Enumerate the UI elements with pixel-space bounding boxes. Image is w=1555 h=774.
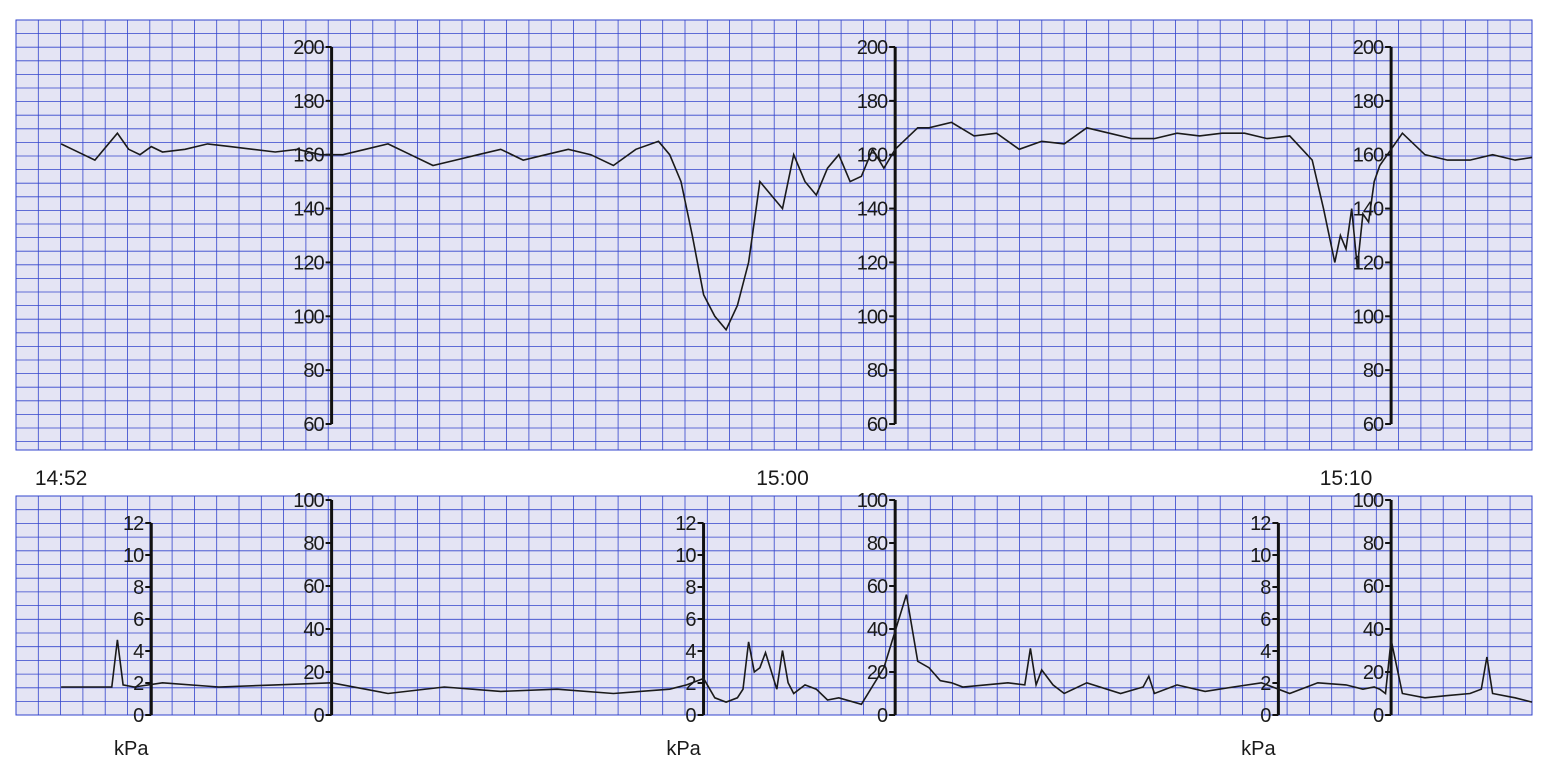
kpa-tick-label: 0 xyxy=(133,705,144,727)
fhr-trace-line xyxy=(60,121,1533,332)
uc-tick-label: 80 xyxy=(303,533,324,555)
time-label: 14:52 xyxy=(35,467,88,490)
uc-tick-label: 0 xyxy=(313,705,324,727)
uc-panel: 121086420kPa100806040200121086420kPa1008… xyxy=(15,490,1533,760)
uc-tick-label: 100 xyxy=(293,490,324,512)
kpa-tick-label: 4 xyxy=(1260,641,1271,663)
uc-tick-label: 80 xyxy=(867,533,888,555)
kpa-tick-label: 10 xyxy=(123,545,144,567)
fhr-tick-label: 160 xyxy=(857,145,888,167)
uc-tick-label: 60 xyxy=(303,576,324,598)
fhr-tick-label: 60 xyxy=(303,414,324,436)
fhr-tick-label: 60 xyxy=(867,414,888,436)
fhr-tick-label: 80 xyxy=(303,360,324,382)
fhr-tick-label: 200 xyxy=(293,37,324,59)
time-labels: 14:52 15:00 15:10 xyxy=(35,467,1372,490)
uc-tick-label: 0 xyxy=(1373,705,1384,727)
fhr-tick-label: 100 xyxy=(857,306,888,328)
fhr-axes: 200 180 160 140 120 100 80 60 200 180 160 140 120 100… xyxy=(293,37,1393,436)
fhr-tick-label: 120 xyxy=(1353,252,1384,274)
uc-tick-label: 60 xyxy=(867,576,888,598)
kpa-unit-label: kPa xyxy=(114,738,149,760)
kpa-tick-label: 2 xyxy=(685,673,696,695)
fhr-tick-label: 160 xyxy=(1353,145,1384,167)
fhr-tick-label: 60 xyxy=(1363,414,1384,436)
fhr-tick-label: 200 xyxy=(1353,37,1384,59)
uc-tick-label: 100 xyxy=(857,490,888,512)
kpa-tick-label: 8 xyxy=(133,577,144,599)
time-label: 15:00 xyxy=(756,467,809,490)
uc-tick-label: 20 xyxy=(303,662,324,684)
fhr-tick-label: 120 xyxy=(293,252,324,274)
fhr-tick-label: 200 xyxy=(857,37,888,59)
fhr-gridlines xyxy=(15,19,1532,450)
fhr-tick-label: 180 xyxy=(857,91,888,113)
fhr-tick-label: 100 xyxy=(1353,306,1384,328)
kpa-tick-label: 6 xyxy=(133,609,144,631)
kpa-tick-label: 12 xyxy=(123,513,144,535)
kpa-tick-label: 10 xyxy=(675,545,696,567)
time-label: 15:10 xyxy=(1320,467,1373,490)
kpa-tick-label: 4 xyxy=(133,641,144,663)
uc-tick-label: 40 xyxy=(1363,619,1384,641)
fhr-tick-label: 180 xyxy=(293,91,324,113)
uc-tick-label: 100 xyxy=(1353,490,1384,512)
fhr-tick-label: 80 xyxy=(867,360,888,382)
uc-tick-label: 80 xyxy=(1363,533,1384,555)
kpa-unit-label: kPa xyxy=(666,738,701,760)
fhr-tick-label: 80 xyxy=(1363,360,1384,382)
uc-axes: 121086420kPa100806040200121086420kPa1008… xyxy=(114,490,1393,760)
kpa-tick-label: 10 xyxy=(1250,545,1271,567)
kpa-tick-label: 2 xyxy=(133,673,144,695)
kpa-tick-label: 12 xyxy=(1250,513,1271,535)
kpa-tick-label: 0 xyxy=(1260,705,1271,727)
uc-gridlines xyxy=(15,495,1532,715)
kpa-tick-label: 4 xyxy=(685,641,696,663)
kpa-tick-label: 8 xyxy=(1260,577,1271,599)
uc-tick-label: 20 xyxy=(1363,662,1384,684)
kpa-tick-label: 6 xyxy=(1260,609,1271,631)
kpa-tick-label: 0 xyxy=(685,705,696,727)
kpa-unit-label: kPa xyxy=(1241,738,1276,760)
uc-tick-label: 40 xyxy=(867,619,888,641)
kpa-tick-label: 6 xyxy=(685,609,696,631)
fhr-tick-label: 160 xyxy=(293,145,324,167)
fhr-tick-label: 140 xyxy=(1353,199,1384,221)
kpa-tick-label: 8 xyxy=(685,577,696,599)
fhr-tick-label: 180 xyxy=(1353,91,1384,113)
fhr-tick-label: 140 xyxy=(857,199,888,221)
kpa-tick-label: 12 xyxy=(675,513,696,535)
uc-trace-line xyxy=(61,594,1533,706)
uc-tick-label: 60 xyxy=(1363,576,1384,598)
uc-tick-label: 0 xyxy=(877,705,888,727)
fhr-panel: 200 180 160 140 120 100 80 60 200 180 160 140 120 100… xyxy=(15,19,1533,451)
uc-tick-label: 40 xyxy=(303,619,324,641)
fhr-tick-label: 100 xyxy=(293,306,324,328)
fhr-tick-label: 120 xyxy=(857,252,888,274)
fhr-tick-label: 140 xyxy=(293,199,324,221)
